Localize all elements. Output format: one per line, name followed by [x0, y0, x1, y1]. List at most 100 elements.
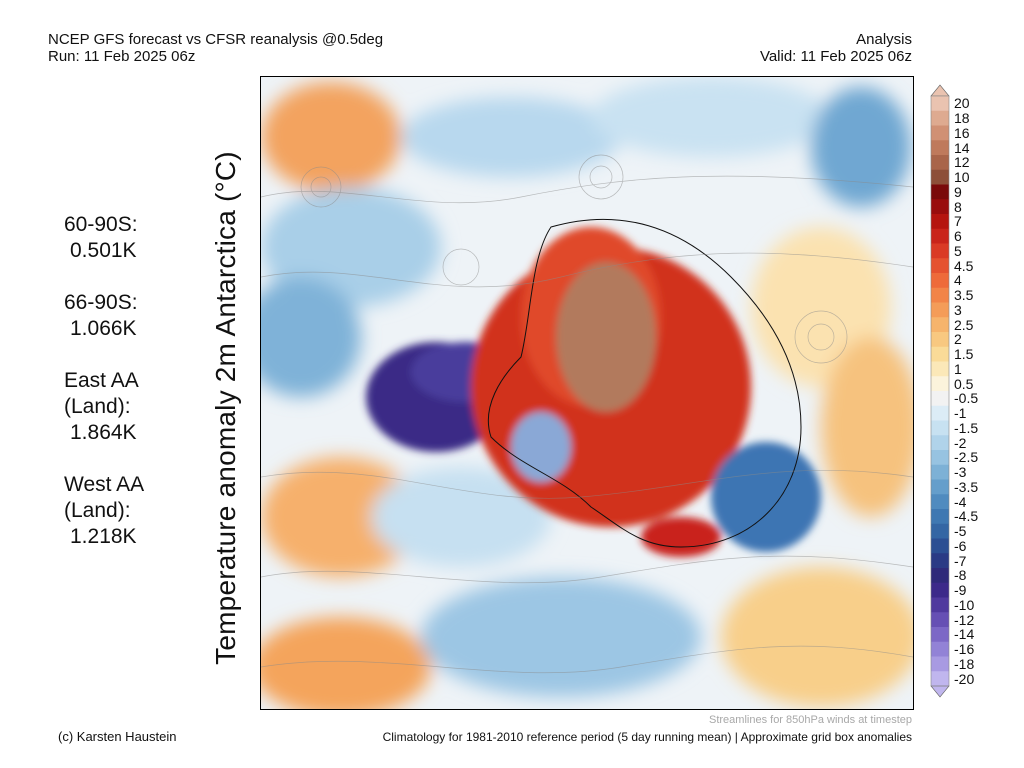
colorbar-label: 9	[954, 183, 962, 200]
colorbar-label: -8	[954, 567, 967, 584]
stat-label-sub: (Land):	[64, 395, 131, 418]
colorbar-swatch	[931, 317, 949, 333]
colorbar-swatch	[931, 169, 949, 185]
colorbar-swatch	[931, 582, 949, 598]
map-svg	[261, 77, 913, 709]
colorbar-swatch	[931, 302, 949, 318]
streamlines-note: Streamlines for 850hPa winds at timestep	[709, 714, 912, 726]
colorbar-swatch	[931, 420, 949, 436]
title-block: NCEP GFS forecast vs CFSR reanalysis @0.…	[48, 31, 383, 65]
stat-66-90s: 66-90S: 1.066K	[64, 290, 204, 342]
colorbar-swatch	[931, 435, 949, 451]
stat-label: East AA	[64, 369, 139, 392]
colorbar-label: 8	[954, 198, 962, 215]
stat-value: 1.218K	[70, 525, 137, 548]
colorbar-bottom-arrow	[930, 685, 950, 698]
analysis-label: Analysis	[856, 31, 912, 48]
colorbar-swatch	[931, 273, 949, 289]
colorbar-label: -1.5	[954, 419, 979, 436]
colorbar-swatch	[931, 199, 949, 215]
y-axis-label: Temperature anomaly 2m Antarctica (°C)	[210, 151, 241, 665]
colorbar-label: 3.5	[954, 287, 974, 304]
anomaly-field	[261, 77, 913, 709]
stat-60-90s: 60-90S: 0.501K	[64, 212, 204, 264]
colorbar-swatch	[931, 627, 949, 643]
colorbar-label: 0.5	[954, 375, 974, 392]
colorbar-swatch	[931, 376, 949, 392]
colorbar-label: -10	[954, 596, 975, 613]
run-time: Run: 11 Feb 2025 06z	[48, 48, 196, 65]
stat-label-sub: (Land):	[64, 499, 131, 522]
colorbar-label: 1.5	[954, 346, 974, 363]
colorbar-label: -0.5	[954, 390, 979, 407]
colorbar-label: 4	[954, 272, 962, 289]
analysis-block: Analysis Valid: 11 Feb 2025 06z	[760, 31, 912, 65]
colorbar-swatch	[931, 671, 949, 687]
colorbar-swatch	[931, 656, 949, 672]
colorbar-label: -4.5	[954, 508, 979, 525]
colorbar-label: -16	[954, 641, 975, 658]
colorbar-swatch	[931, 391, 949, 407]
colorbar-swatch	[931, 538, 949, 554]
colorbar-label: -2.5	[954, 449, 979, 466]
valid-time: Valid: 11 Feb 2025 06z	[759, 48, 912, 65]
colorbar-label: 2.5	[954, 316, 974, 333]
colorbar-label: -20	[954, 670, 975, 687]
stat-label: West AA	[64, 473, 145, 496]
stats-panel: 60-90S: 0.501K 66-90S: 1.066K East AA (L…	[64, 212, 204, 576]
colorbar-swatch	[931, 332, 949, 348]
colorbar-label: -6	[954, 537, 967, 554]
stat-west-aa: West AA (Land): 1.218K	[64, 472, 204, 550]
colorbar-swatch	[931, 405, 949, 421]
colorbar-label: 20	[954, 95, 970, 112]
stat-label: 66-90S:	[64, 291, 138, 314]
antarctic-anomaly	[366, 227, 821, 557]
colorbar-label: 5	[954, 242, 962, 259]
colorbar-swatch	[931, 110, 949, 126]
colorbar-swatch	[931, 612, 949, 628]
colorbar-swatch	[931, 509, 949, 525]
colorbar-label: -14	[954, 626, 975, 643]
colorbar-label: 10	[954, 169, 970, 186]
colorbar-label: -9	[954, 582, 967, 599]
colorbar-swatch	[931, 464, 949, 480]
colorbar-label: 7	[954, 213, 962, 230]
colorbar-label: 18	[954, 110, 970, 127]
colorbar-swatch	[931, 155, 949, 171]
colorbar-swatch	[931, 96, 949, 112]
colorbar-label: 14	[954, 139, 970, 156]
climatology-note: Climatology for 1981-2010 reference peri…	[382, 730, 912, 744]
colorbar-swatch	[931, 258, 949, 274]
colorbar-swatch	[931, 568, 949, 584]
stat-value: 1.864K	[70, 421, 137, 444]
anomaly-map	[260, 76, 914, 710]
colorbar-swatch	[931, 243, 949, 259]
stat-value: 0.501K	[70, 239, 137, 262]
colorbar-swatch	[931, 287, 949, 303]
wind-streamlines	[261, 154, 913, 674]
colorbar-swatch	[931, 450, 949, 466]
colorbar	[930, 84, 950, 698]
colorbar-label: -3.5	[954, 478, 979, 495]
colorbar-swatch	[931, 553, 949, 569]
colorbar-swatch	[931, 346, 949, 362]
colorbar-frame	[930, 95, 950, 687]
colorbar-swatch	[931, 361, 949, 377]
chart-title: NCEP GFS forecast vs CFSR reanalysis @0.…	[48, 31, 384, 48]
colorbar-label: -18	[954, 655, 975, 672]
colorbar-swatch	[931, 214, 949, 230]
colorbar-swatch	[931, 641, 949, 657]
antarctica-coastline	[487, 218, 802, 548]
colorbar-label: -3	[954, 464, 967, 481]
colorbar-label: -7	[954, 552, 967, 569]
colorbar-swatch	[931, 494, 949, 510]
colorbar-label: -5	[954, 523, 967, 540]
colorbar-swatch	[931, 479, 949, 495]
copyright: (c) Karsten Haustein	[58, 729, 177, 744]
stat-label: 60-90S:	[64, 213, 138, 236]
colorbar-label: 4.5	[954, 257, 974, 274]
colorbar-swatch	[931, 523, 949, 539]
stat-value: 1.066K	[70, 317, 137, 340]
colorbar-label: -4	[954, 493, 967, 510]
colorbar-label: 1	[954, 360, 962, 377]
